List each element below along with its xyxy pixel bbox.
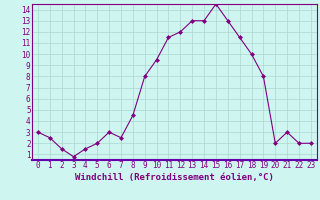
X-axis label: Windchill (Refroidissement éolien,°C): Windchill (Refroidissement éolien,°C): [75, 173, 274, 182]
